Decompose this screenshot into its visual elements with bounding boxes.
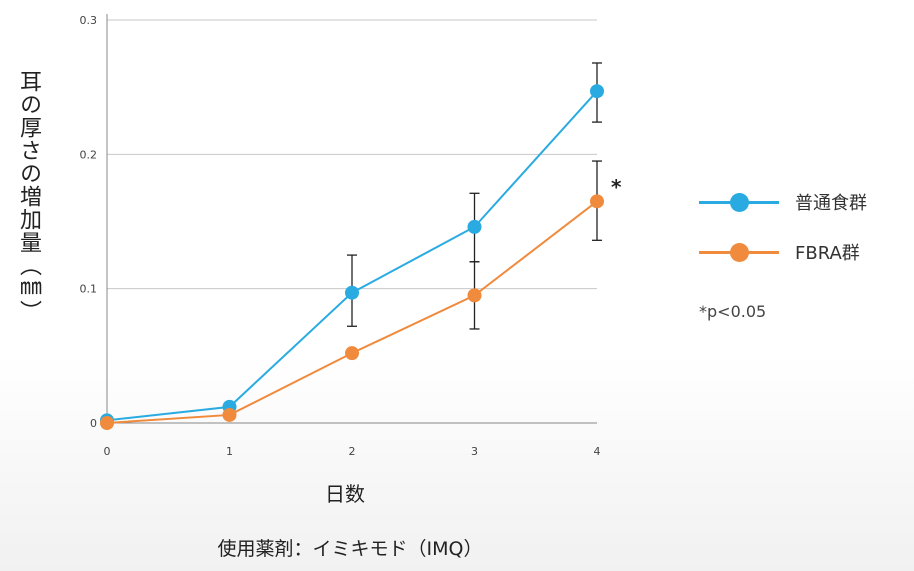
data-point <box>467 219 482 234</box>
x-tick-label: 2 <box>349 445 356 458</box>
data-point <box>345 346 359 361</box>
data-point <box>467 288 482 303</box>
legend: 普通食群 FBRA群 <box>695 186 905 286</box>
legend-item-fbra: FBRA群 <box>695 236 905 286</box>
y-tick-label: 0.2 <box>80 148 98 161</box>
legend-item-normal-diet: 普通食群 <box>695 186 905 236</box>
legend-marker <box>730 243 749 262</box>
data-point <box>100 416 114 430</box>
legend-label: FBRA群 <box>795 243 860 264</box>
footnote: 使用薬剤：イミキモド（IMQ） <box>217 538 483 560</box>
x-tick-label: 1 <box>226 445 233 458</box>
data-point <box>222 407 237 422</box>
x-tick-label: 3 <box>471 445 478 458</box>
x-tick-label: 0 <box>104 445 111 458</box>
significance-marker: * <box>611 175 622 199</box>
y-tick-label: 0.3 <box>80 14 98 27</box>
data-point <box>345 285 359 300</box>
data-point <box>590 194 604 209</box>
legend-marker <box>730 193 749 212</box>
legend-label: 普通食群 <box>795 193 867 214</box>
y-tick-label: 0.1 <box>80 283 98 296</box>
data-point <box>590 84 604 99</box>
y-axis-label: 耳の厚さの増加量（㎜） <box>16 70 41 323</box>
significance-note: *p<0.05 <box>699 302 767 321</box>
x-axis-label: 日数 <box>325 482 365 506</box>
x-tick-label: 4 <box>594 445 601 458</box>
y-tick-label: 0 <box>90 417 97 430</box>
